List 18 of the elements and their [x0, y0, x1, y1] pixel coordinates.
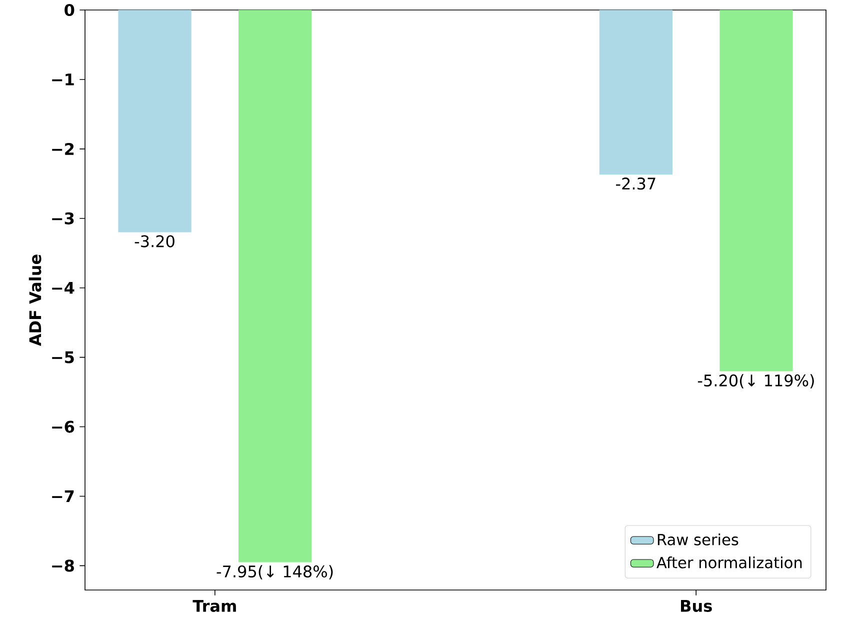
y-tick-label: −3 [52, 212, 74, 224]
y-tick-label: −7 [52, 490, 74, 502]
data-label: -5.20(↓ 119%) [698, 374, 814, 388]
y-tick-label: −6 [52, 420, 74, 433]
data-label: -3.20 [134, 235, 174, 248]
y-tick-label: −8 [52, 560, 74, 572]
y-tick-label: −2 [52, 142, 74, 155]
legend-label: Raw series [658, 534, 738, 546]
y-tick-label: −4 [52, 282, 74, 294]
y-tick-label: −5 [52, 351, 74, 364]
data-label: -2.37 [616, 178, 656, 190]
y-tick-label: −1 [52, 74, 74, 86]
data-label: -7.95(↓ 148%) [216, 565, 333, 580]
y-axis-title: ADF Value [28, 254, 42, 346]
y-tick-label: 0 [64, 4, 74, 16]
x-tick-label: Bus [681, 600, 712, 612]
x-tick-label: Tram [192, 600, 236, 612]
legend-label: After normalization [656, 556, 802, 568]
